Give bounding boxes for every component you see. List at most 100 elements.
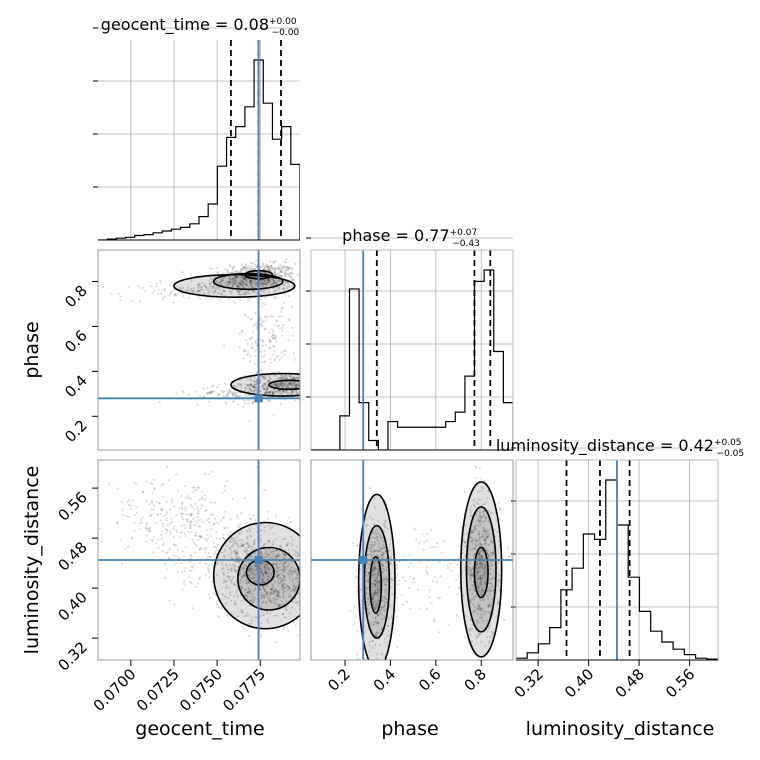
sample-point — [255, 379, 259, 382]
sample-point — [485, 535, 489, 539]
sample-point — [275, 355, 279, 358]
sample-point — [272, 283, 275, 286]
sample-point — [145, 480, 148, 483]
sample-point — [260, 325, 264, 328]
sample-point — [268, 281, 271, 284]
sample-point — [273, 271, 277, 274]
sample-point — [286, 604, 290, 607]
sample-point — [288, 586, 291, 589]
sample-point — [192, 541, 195, 544]
sample-point — [253, 280, 256, 283]
sample-point — [294, 386, 297, 389]
sample-point — [197, 525, 200, 528]
sample-point — [203, 293, 206, 296]
sample-point — [374, 620, 378, 623]
sample-point — [489, 577, 493, 580]
sample-point — [231, 539, 234, 542]
sample-point — [384, 590, 387, 593]
sample-point — [183, 570, 187, 573]
sample-point — [379, 609, 382, 612]
sample-point — [241, 566, 244, 569]
sample-point — [378, 582, 381, 585]
sample-point — [273, 271, 276, 274]
sample-point — [274, 384, 277, 387]
sample-point — [238, 285, 241, 288]
sample-point — [247, 590, 250, 594]
sample-point — [285, 386, 289, 389]
sample-point — [122, 513, 125, 517]
sample-point — [367, 571, 370, 574]
sample-point — [283, 567, 286, 570]
sample-point — [379, 662, 381, 664]
sample-point — [239, 270, 242, 274]
sample-point — [242, 277, 245, 281]
sample-point — [269, 347, 272, 350]
sample-point — [303, 382, 305, 384]
sample-point — [474, 634, 478, 637]
sample-point — [434, 546, 438, 549]
sample-point — [472, 587, 475, 591]
sample-point — [239, 289, 242, 292]
sample-point — [254, 538, 257, 541]
sample-point — [264, 570, 268, 573]
sample-point — [371, 518, 374, 521]
sample-point — [260, 569, 263, 572]
sample-point — [286, 542, 290, 545]
sample-point — [374, 579, 377, 582]
sample-point — [147, 527, 150, 530]
sample-point — [252, 390, 255, 393]
sample-point — [249, 598, 252, 602]
sample-point — [483, 538, 486, 541]
sample-point — [229, 278, 232, 281]
sample-point — [383, 609, 386, 612]
sample-point — [263, 590, 266, 593]
sample-point — [264, 383, 267, 386]
sample-point — [166, 551, 169, 554]
sample-point — [469, 509, 472, 512]
sample-point — [145, 499, 148, 502]
sample-point — [290, 275, 293, 279]
sample-point — [238, 278, 242, 281]
sample-point — [221, 391, 225, 394]
sample-point — [227, 276, 230, 279]
sample-point — [265, 591, 268, 594]
sample-point — [289, 272, 292, 275]
sample-point — [305, 535, 307, 537]
sample-point — [274, 391, 277, 394]
sample-point — [352, 623, 355, 627]
sample-point — [245, 279, 248, 282]
sample-point — [306, 384, 308, 386]
sample-point — [248, 386, 251, 389]
sample-point — [273, 261, 276, 264]
sample-point — [265, 591, 269, 594]
sample-point — [242, 267, 245, 271]
sample-point — [471, 528, 474, 532]
sample-point — [267, 379, 270, 382]
sample-point — [385, 577, 388, 580]
sample-point — [367, 563, 370, 566]
sample-point — [248, 265, 252, 269]
sample-point — [469, 511, 472, 514]
sample-point — [198, 534, 201, 538]
sample-point — [295, 385, 298, 388]
sample-point — [296, 577, 299, 580]
sample-point — [263, 377, 266, 380]
sample-point — [375, 536, 378, 539]
sample-point — [241, 281, 244, 284]
sample-point — [262, 262, 265, 265]
sample-point — [371, 588, 374, 592]
sample-point — [250, 318, 253, 321]
sample-point — [277, 578, 280, 581]
sample-point — [254, 389, 258, 392]
sample-point — [253, 389, 256, 392]
sample-point — [236, 554, 239, 557]
sample-point — [180, 530, 183, 533]
sample-point — [261, 586, 265, 590]
sample-point — [278, 604, 281, 607]
sample-point — [206, 555, 209, 558]
sample-point — [375, 573, 378, 576]
sample-point — [151, 551, 155, 554]
sample-point — [271, 333, 274, 336]
sample-point — [273, 589, 277, 592]
